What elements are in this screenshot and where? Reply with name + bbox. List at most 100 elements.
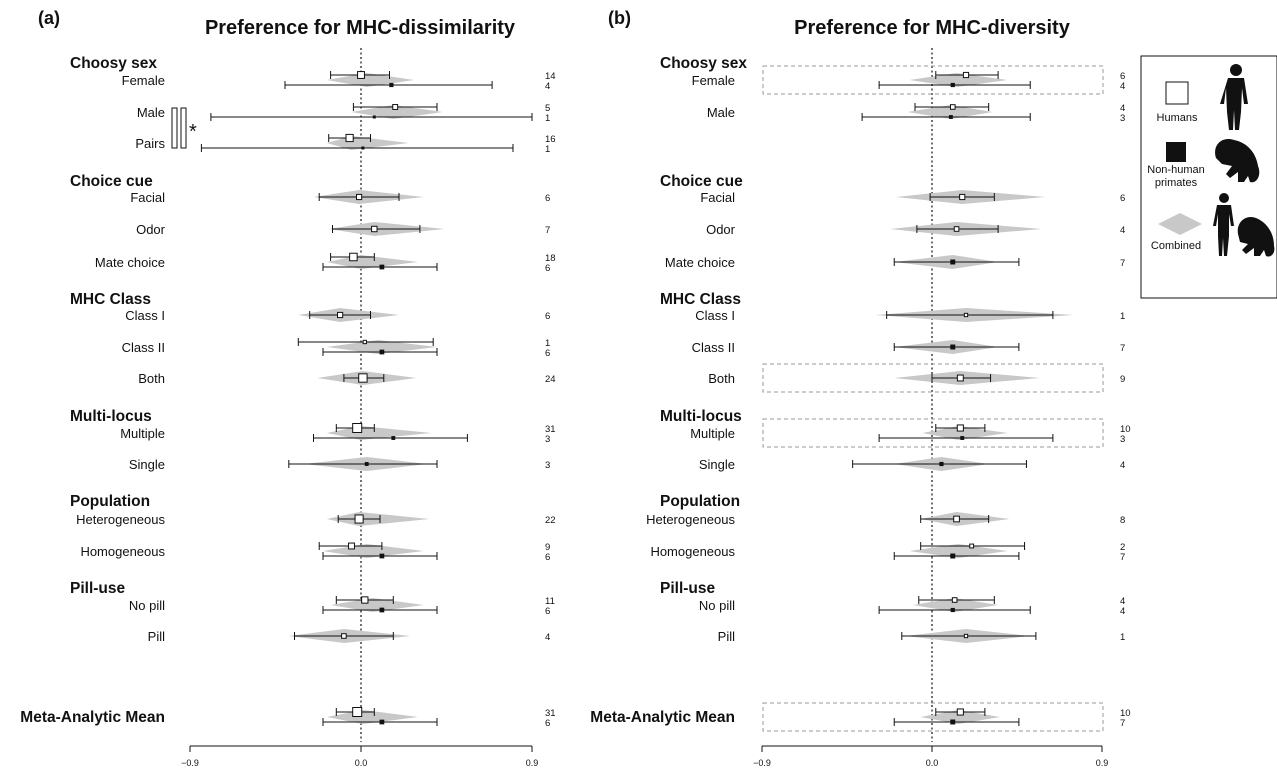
human-n-label: 4 [1120, 596, 1125, 607]
row-label: Facial [130, 190, 165, 205]
human-n-label: 4 [1120, 225, 1125, 236]
human-silhouette-icon [1220, 64, 1248, 130]
human-point [358, 373, 368, 383]
row-label: Homogeneous [650, 544, 735, 559]
legend-nhp-line: primates [1155, 177, 1198, 189]
human-n-label: 7 [545, 225, 550, 236]
group-heading: Choice cue [70, 173, 153, 190]
x-axis-tick-label: −0.9 [753, 758, 771, 768]
nhp-n-label: 6 [545, 718, 550, 729]
nhp-point [391, 436, 396, 440]
human-n-label: 9 [545, 542, 550, 553]
meta-mean-label: Meta-Analytic Mean [20, 709, 165, 726]
human-point [951, 597, 958, 603]
row-label: Pill [148, 629, 165, 644]
nhp-point [379, 607, 385, 613]
nhp-n-label: 7 [1120, 258, 1125, 269]
group-heading: Population [660, 493, 740, 510]
group-heading: Multi-locus [660, 408, 742, 425]
nhp-n-label: 3 [1120, 434, 1125, 445]
panel-tag: (a) [38, 8, 60, 28]
nhp-n-label: 6 [545, 552, 550, 563]
nhp-point [948, 115, 953, 119]
human-n-label: 1 [1120, 311, 1125, 322]
group-heading: Pill-use [70, 580, 126, 597]
human-point [953, 515, 960, 523]
row-label: No pill [129, 598, 165, 613]
combined-diamond [326, 73, 415, 87]
row-label: Multiple [690, 426, 735, 441]
nhp-point [361, 146, 365, 150]
human-point [962, 71, 970, 79]
human-point [956, 708, 964, 716]
nhp-n-label: 3 [1120, 113, 1125, 124]
nhp-n-label: 4 [1120, 606, 1125, 617]
nhp-point [950, 259, 956, 265]
legend-nhp-label: Non-human primates [1147, 164, 1204, 189]
combined-diamond [909, 73, 1008, 87]
human-point [348, 542, 355, 550]
nhp-n-label: 4 [545, 81, 550, 92]
x-axis-tick-label: 0.9 [526, 758, 539, 768]
nhp-point [364, 462, 369, 466]
legend-nhp-line: Non-human [1147, 164, 1204, 176]
human-n-label: 9 [1120, 374, 1125, 385]
row-label: Heterogeneous [76, 512, 165, 527]
legend-combined-label: Combined [1151, 240, 1201, 252]
human-n-label: 8 [1120, 515, 1125, 526]
row-label: Class II [692, 340, 735, 355]
row-label: Single [699, 457, 735, 472]
nhp-n-label: 4 [1120, 460, 1125, 471]
group-heading: Choice cue [660, 173, 743, 190]
human-point [337, 311, 344, 319]
human-point [371, 225, 378, 233]
human-n-label: 24 [545, 374, 556, 385]
row-label: Odor [136, 222, 166, 237]
nhp-n-label: 6 [545, 606, 550, 617]
group-heading: Choosy sex [70, 55, 157, 72]
x-axis-tick-label: 0.0 [926, 758, 939, 768]
row-label: Mate choice [665, 255, 735, 270]
significance-box [762, 418, 1104, 448]
group-heading: Population [70, 493, 150, 510]
legend-humans-swatch [1165, 81, 1189, 105]
nhp-point [389, 82, 394, 88]
nhp-point [950, 607, 955, 613]
combined-silhouette-icon [1213, 193, 1275, 257]
significance-bar [180, 107, 187, 149]
group-heading: Multi-locus [70, 408, 152, 425]
human-point [357, 71, 365, 79]
legend-nhp-swatch [1166, 142, 1186, 162]
x-axis-tick-label: 0.0 [355, 758, 368, 768]
combined-diamond [326, 710, 418, 724]
human-n-label: 6 [1120, 71, 1125, 82]
group-heading: MHC Class [70, 291, 151, 308]
human-point [362, 339, 367, 345]
human-point [392, 104, 399, 110]
significance-box [762, 363, 1104, 393]
nhp-point [379, 553, 385, 559]
human-point [956, 374, 964, 382]
human-n-label: 31 [545, 708, 556, 719]
row-label: Heterogeneous [646, 512, 735, 527]
row-label: Mate choice [95, 255, 165, 270]
panel-title: Preference for MHC-dissimilarity [205, 17, 516, 39]
human-point [345, 133, 354, 143]
row-label: Pill [718, 629, 735, 644]
nhp-point [950, 719, 956, 725]
combined-diamond [326, 340, 437, 354]
human-point [949, 104, 956, 110]
human-n-label: 11 [545, 596, 555, 607]
row-label: Multiple [120, 426, 165, 441]
human-n-label: 31 [545, 424, 556, 435]
x-axis-tick-label: 0.9 [1096, 758, 1109, 768]
human-n-label: 10 [1120, 708, 1131, 719]
nhp-n-label: 6 [545, 348, 550, 359]
row-label: Homogeneous [80, 544, 165, 559]
panel-title: Preference for MHC-diversity [794, 17, 1071, 39]
combined-diamond [920, 710, 1000, 724]
meta-mean-label: Meta-Analytic Mean [590, 709, 735, 726]
human-n-label: 1 [545, 338, 550, 349]
human-point [361, 596, 369, 604]
